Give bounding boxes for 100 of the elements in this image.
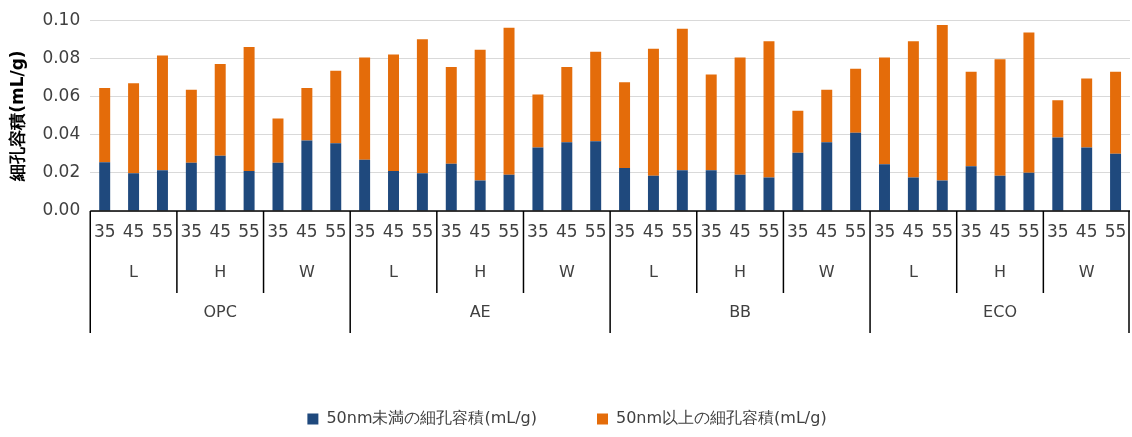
bar	[214, 155, 226, 211]
x-tick-label: 55	[1018, 221, 1040, 242]
x-tick-label: 55	[411, 221, 434, 242]
bar	[879, 164, 890, 211]
y-tick-label: 0.10	[42, 8, 81, 29]
bar	[590, 51, 602, 142]
x-tick-label: 45	[989, 221, 1011, 242]
bar	[503, 27, 515, 175]
text: H	[214, 262, 227, 282]
bar	[1052, 100, 1064, 138]
bar	[734, 174, 746, 211]
x-tick-label: 35	[353, 221, 376, 242]
bar	[965, 71, 977, 167]
y-tick-label: 0.08	[42, 46, 81, 67]
bar	[185, 162, 197, 211]
x-tick-label: 55	[1104, 221, 1127, 242]
x-tick-label: 45	[642, 221, 665, 242]
bar	[763, 177, 775, 211]
bar	[532, 94, 544, 148]
y-tick-label: 0.04	[42, 123, 81, 144]
bar	[619, 82, 631, 169]
x-tick-label: 35	[1046, 221, 1069, 242]
bar	[907, 177, 919, 211]
text: L	[129, 262, 139, 282]
text: BB	[729, 302, 752, 322]
bar	[156, 170, 168, 211]
x-tick-label: 35	[700, 221, 723, 242]
x-tick-label: 55	[671, 221, 694, 242]
bar	[821, 142, 833, 211]
text: L	[908, 262, 918, 282]
bar	[994, 175, 1006, 211]
x-tick-label: 45	[122, 221, 145, 242]
x-tick-label: 55	[151, 221, 174, 242]
x-tick-label: 45	[382, 221, 405, 242]
bar	[705, 170, 717, 211]
bar	[590, 141, 602, 211]
text: W	[1078, 262, 1095, 282]
text: H	[474, 262, 487, 282]
bar	[1023, 32, 1035, 173]
bar	[99, 162, 111, 211]
bar	[879, 57, 890, 165]
bar	[907, 41, 919, 178]
bar	[561, 66, 573, 143]
bar	[1023, 172, 1035, 211]
x-tick-label: 55	[324, 221, 347, 242]
bar	[272, 118, 284, 163]
bar	[647, 175, 659, 211]
bar	[1081, 147, 1093, 211]
bar	[792, 110, 804, 153]
x-tick-label: 55	[844, 221, 867, 242]
text: W	[818, 262, 835, 282]
legend-label: 50nm以上の細孔容積(mL/g)	[616, 408, 827, 428]
bar	[445, 66, 457, 164]
text: ECO	[983, 302, 1017, 322]
bar	[1081, 78, 1093, 148]
x-tick-label: 35	[873, 221, 896, 242]
bar	[763, 41, 775, 178]
x-tick-label: 35	[960, 221, 982, 242]
y-tick-label: 0.02	[42, 161, 81, 182]
bar	[1052, 137, 1064, 211]
bar	[388, 170, 399, 211]
legend-label: 50nm未満の細孔容積(mL/g)	[326, 408, 538, 428]
bar	[676, 170, 688, 211]
bar	[474, 180, 486, 211]
bar	[936, 180, 948, 211]
bar	[850, 68, 862, 133]
bar	[359, 57, 371, 160]
x-tick-label: 35	[527, 221, 549, 242]
text: L	[389, 262, 399, 282]
x-tick-label: 55	[758, 221, 780, 242]
x-tick-label: 35	[180, 221, 203, 242]
bar	[561, 142, 573, 211]
x-tick-label: 45	[1075, 221, 1098, 242]
bar	[388, 54, 399, 171]
bar	[185, 89, 197, 163]
bar	[330, 143, 342, 211]
bar	[156, 55, 168, 171]
bar	[936, 24, 948, 181]
bar	[503, 174, 515, 211]
x-tick-label: 45	[815, 221, 838, 242]
x-tick-label: 55	[931, 221, 954, 242]
x-tick-label: 45	[729, 221, 751, 242]
y-tick-label: 0.06	[42, 84, 81, 105]
bar	[416, 173, 428, 211]
bar	[243, 46, 255, 171]
text: W	[558, 262, 575, 282]
bar	[792, 152, 804, 211]
bar	[445, 163, 457, 211]
bar	[1110, 153, 1122, 211]
text: W	[298, 262, 315, 282]
x-tick-label: 35	[440, 221, 463, 242]
bar	[330, 70, 342, 144]
x-tick-label: 35	[93, 221, 116, 242]
bar	[734, 57, 746, 175]
x-tick-label: 55	[584, 221, 607, 242]
bar	[474, 49, 486, 181]
x-tick-label: 45	[296, 221, 318, 242]
x-tick-label: 45	[469, 221, 491, 242]
bar	[994, 59, 1006, 176]
x-tick-label: 45	[902, 221, 925, 242]
